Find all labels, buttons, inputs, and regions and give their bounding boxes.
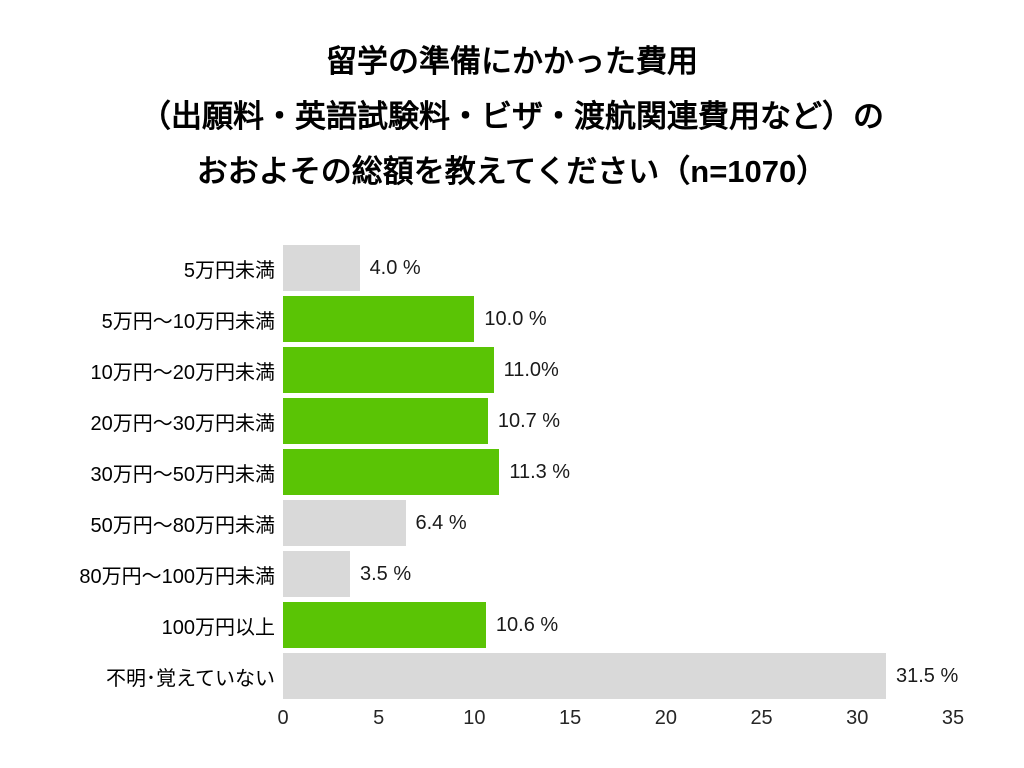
value-label: 4.0 % [369, 256, 421, 279]
bar [283, 398, 488, 444]
x-tick-label: 15 [559, 707, 582, 729]
category-label: 5万円未満 [183, 259, 275, 282]
x-tick-label: 0 [277, 707, 289, 729]
category-label: 5万円～10万円未満 [101, 310, 275, 333]
value-label: 10.7 % [497, 409, 561, 432]
bar-rows: 5万円未満 4.0 % 5万円～10万円未満 10.0 % 10万円～20万円未満 11.… [0, 245, 1024, 699]
x-tick-label: 5 [373, 707, 385, 729]
bar [283, 653, 886, 699]
bar [283, 551, 350, 597]
value-label: 11.0% [503, 358, 559, 381]
bar [283, 500, 406, 546]
category-label: 50万円～80万円未満 [90, 514, 276, 537]
bar-track: 4.0 % [283, 245, 953, 291]
bar [283, 449, 500, 495]
category-label: 不明･覚えていない [106, 667, 275, 690]
value-label: 10.0 % [484, 307, 547, 330]
bar-track: 10.0 % [283, 296, 953, 342]
x-tick-label: 10 [463, 707, 486, 729]
bar-row: 10万円～20万円未満 11.0% [0, 347, 1024, 393]
category-label: 30万円～50万円未満 [90, 463, 276, 486]
bar-track: 6.4 % [283, 500, 953, 546]
bar [283, 347, 494, 393]
bar-row: 50万円～80万円未満 6.4 % [0, 500, 1024, 546]
value-label: 10.6 % [495, 613, 559, 636]
category-label: 10万円～20万円未満 [90, 361, 276, 384]
category-label: 100万円以上 [161, 616, 275, 639]
bar-row: 5万円～10万円未満 10.0 % [0, 296, 1024, 342]
bar-row: 30万円～50万円未満 11.3 % [0, 449, 1024, 495]
bar [283, 602, 486, 648]
value-label: 6.4 % [415, 511, 467, 534]
bar-row: 20万円～30万円未満 10.7 % [0, 398, 1024, 444]
category-label: 20万円～30万円未満 [90, 412, 276, 435]
bar-row: 5万円未満 4.0 % [0, 245, 1024, 291]
bar-row: 100万円以上 10.6 % [0, 602, 1024, 648]
value-label: 11.3 % [509, 460, 571, 483]
bar-track: 11.0% [283, 347, 953, 393]
bar-track: 31.5 % [283, 653, 958, 699]
bar-chart: 5万円未満 4.0 % 5万円～10万円未満 10.0 % 10万円～20万円未満 11.… [0, 245, 1024, 735]
chart-title-line-1: 留学の準備にかかった費用 [326, 44, 698, 79]
bar-row: 不明･覚えていない 31.5 % [0, 653, 1024, 699]
bar [283, 296, 475, 342]
bar-row: 80万円～100万円未満 3.5 % [0, 551, 1024, 597]
x-tick-label: 25 [750, 707, 773, 729]
chart-title-line-3: おおよその総額を教えてください（n=1070） [196, 154, 828, 189]
chart-title-line-2: （出願料・英語試験料・ビザ・渡航関連費用など）の [140, 99, 884, 134]
value-label: 31.5 % [896, 664, 959, 687]
bar [283, 245, 360, 291]
x-axis: 0 5 10 15 20 25 30 35 [277, 707, 964, 735]
bar-track: 11.3 % [283, 449, 953, 495]
category-label: 80万円～100万円未満 [79, 565, 275, 588]
value-label: 3.5 % [360, 562, 412, 585]
bar-track: 10.6 % [283, 602, 953, 648]
x-tick-label: 30 [846, 707, 869, 729]
x-tick-label: 20 [654, 707, 677, 729]
x-tick-label: 35 [941, 707, 965, 729]
bar-track: 3.5 % [283, 551, 953, 597]
bar-track: 10.7 % [283, 398, 953, 444]
chart-title: 留学の準備にかかった費用 （出願料・英語試験料・ビザ・渡航関連費用など）の おお… [0, 34, 1024, 199]
